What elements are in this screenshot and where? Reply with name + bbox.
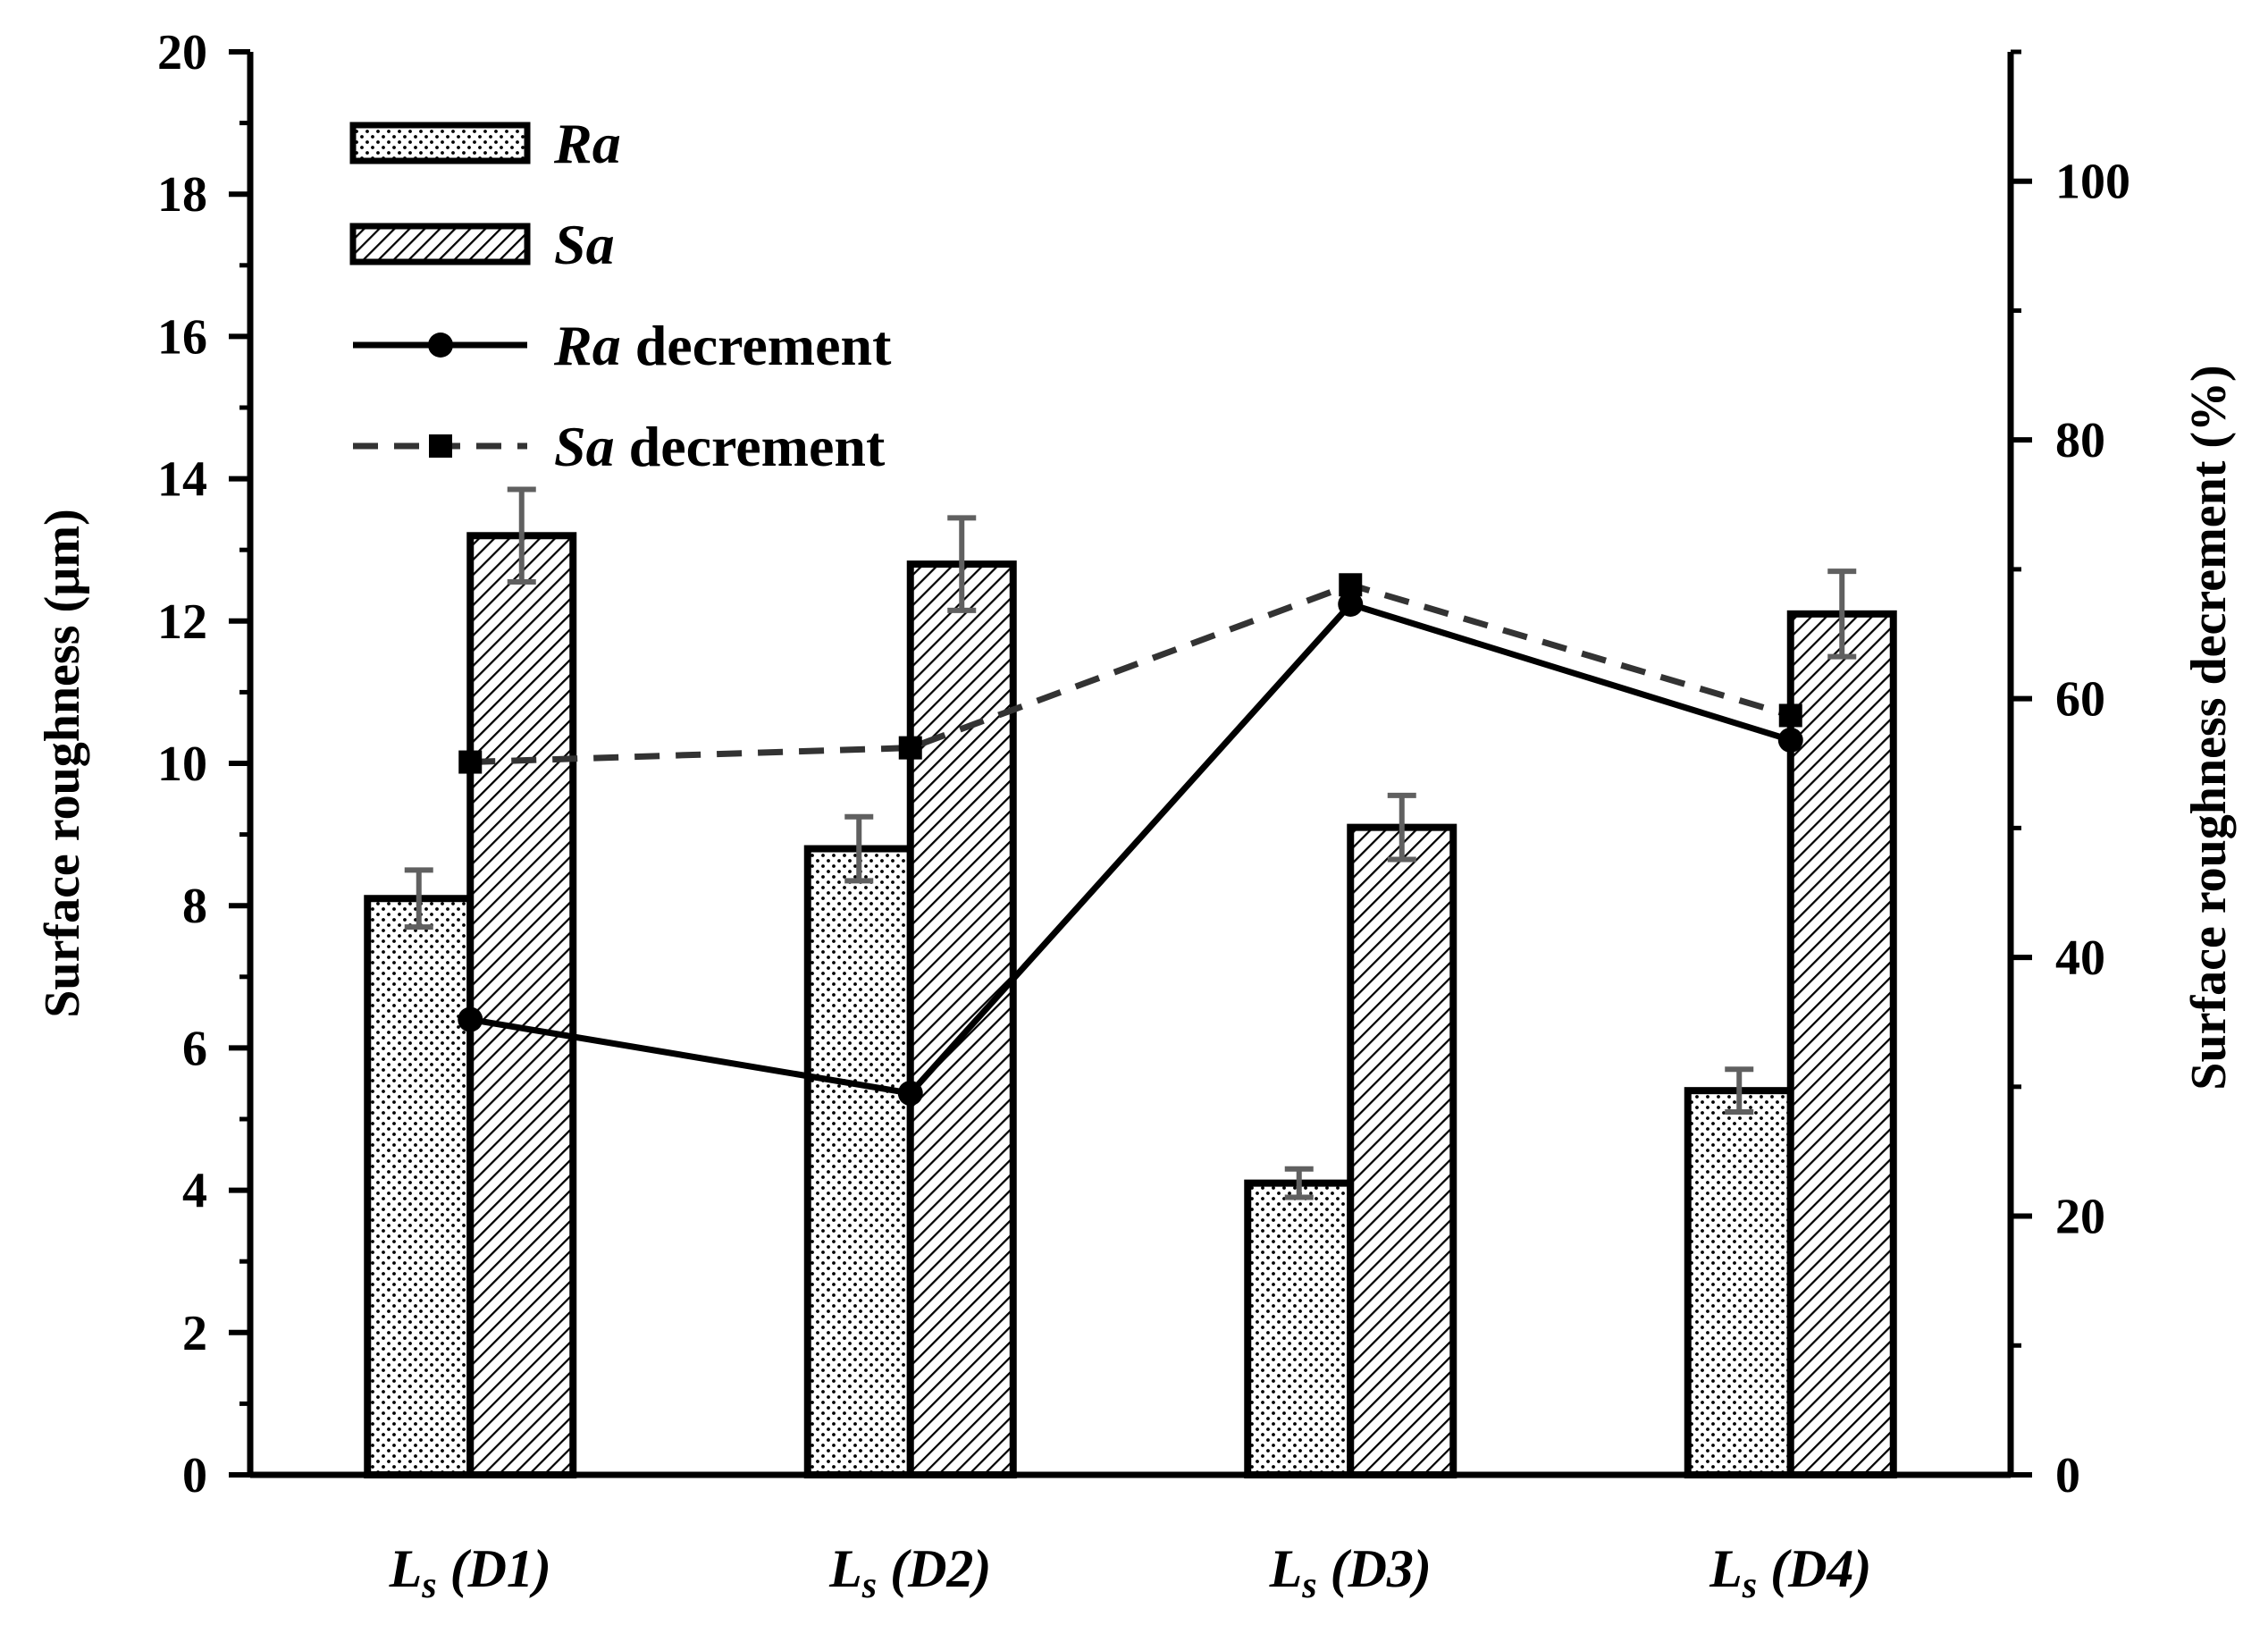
error-bar-ra-2 [844, 813, 874, 884]
marker-sa-decrement-1 [458, 750, 483, 774]
error-bar-sa-4 [1827, 568, 1857, 660]
error-bars-layer [404, 486, 1857, 1200]
right-tick-label: 40 [2055, 930, 2105, 986]
legend-marker [429, 434, 452, 458]
bar-sa-1 [466, 532, 577, 1478]
bar-sa-4 [1786, 610, 1897, 1478]
left-tick-label: 0 [182, 1448, 207, 1503]
bar-sa-3 [1347, 823, 1457, 1478]
legend-swatch [349, 122, 531, 164]
left-tick-label: 6 [182, 1021, 207, 1076]
marker-ra-decrement-4 [1777, 727, 1803, 753]
y2-axis-title: Surface roughness decrement (%) [2181, 365, 2237, 1090]
legend-item-ra: Ra [349, 112, 621, 175]
marker-ra-decrement-1 [458, 1006, 483, 1032]
left-tick-label: 20 [157, 25, 207, 80]
right-tick-label: 0 [2055, 1448, 2080, 1503]
line-sa-decrement [470, 581, 1792, 766]
left-tick-label: 4 [182, 1164, 207, 1219]
bar-ra-1 [364, 895, 475, 1478]
right-tick-label: 60 [2055, 672, 2105, 728]
error-bar-ra-1 [404, 867, 433, 930]
y-axis-title: Surface roughness (µm) [35, 509, 90, 1017]
legend-label: Sa [554, 213, 615, 276]
left-tick-label: 14 [157, 452, 207, 508]
legend-label: Ra [553, 112, 621, 175]
error-bar-sa-1 [507, 486, 536, 585]
left-tick-label: 10 [157, 737, 207, 792]
right-tick-label: 100 [2055, 155, 2130, 210]
right-tick-label: 20 [2055, 1190, 2105, 1245]
legend-swatch [349, 223, 531, 265]
bar-ra-4 [1684, 1087, 1794, 1479]
left-tick-label: 2 [182, 1306, 207, 1361]
error-bar-ra-4 [1725, 1066, 1754, 1116]
decrement-lines-layer [458, 573, 1803, 1107]
legend: Ra Sa Ra decrement Sa decrement [349, 112, 892, 478]
category-label-2: Ls (D2) [828, 1539, 991, 1606]
error-bar-sa-2 [947, 515, 977, 613]
marker-ra-decrement-3 [1338, 591, 1364, 617]
axes-layer: 0 2 4 6 8 10 12 14 16 18 20 0 20 40 60 80 100 [157, 25, 2130, 1503]
line-ra-decrement [469, 600, 1792, 1097]
legend-label: Sa decrement [554, 415, 886, 478]
error-bar-ra-3 [1284, 1166, 1314, 1200]
left-tick-label: 16 [157, 309, 207, 365]
legend-item-sa-decrement: Sa decrement [353, 415, 886, 478]
bar-sa-2 [906, 560, 1017, 1478]
legend-item-sa: Sa [349, 213, 615, 276]
error-bar-sa-3 [1387, 792, 1416, 863]
left-tick-label: 12 [157, 594, 207, 650]
bars-layer [364, 532, 1897, 1479]
bar-ra-3 [1244, 1179, 1355, 1478]
marker-ra-decrement-2 [897, 1081, 923, 1107]
marker-sa-decrement-4 [1778, 703, 1802, 728]
legend-label: Ra decrement [553, 314, 892, 377]
left-tick-label: 8 [182, 879, 207, 934]
category-label-3: Ls (D3) [1269, 1539, 1432, 1606]
left-tick-label: 18 [157, 167, 207, 223]
legend-marker [428, 333, 453, 358]
bar-ra-2 [803, 845, 914, 1478]
legend-item-ra-decrement: Ra decrement [353, 314, 892, 377]
category-label-1: Ls (D1) [389, 1539, 551, 1606]
right-tick-label: 80 [2055, 413, 2105, 468]
axis-labels-layer: Ls (D1) Ls (D2) Ls (D3) Ls (D4) Surface roug… [35, 365, 2237, 1606]
category-label-4: Ls (D4) [1709, 1539, 1871, 1606]
marker-sa-decrement-2 [898, 736, 922, 760]
marker-sa-decrement-3 [1339, 573, 1363, 597]
